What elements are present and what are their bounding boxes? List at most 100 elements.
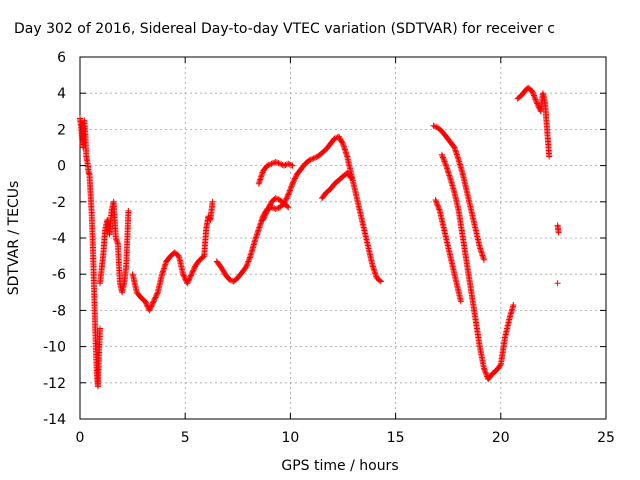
data-point	[281, 162, 288, 169]
data-point	[266, 202, 273, 209]
y-tick-labels: -14 -12 -10 -8 -6 -4 -2 0 2 4 6	[43, 50, 66, 428]
data-point	[431, 123, 438, 130]
data-point	[244, 261, 251, 268]
data-point	[264, 162, 271, 169]
data-point	[243, 262, 250, 269]
data-point	[436, 206, 443, 213]
data-point	[530, 91, 537, 98]
data-point	[262, 211, 269, 218]
data-point	[282, 196, 289, 203]
data-point	[185, 277, 192, 284]
data-point	[435, 203, 442, 210]
x-tick-label: 15	[387, 430, 405, 446]
data-point	[377, 278, 384, 285]
data-point	[289, 180, 296, 187]
data-point	[154, 290, 161, 297]
data-point	[289, 162, 296, 169]
data-point	[142, 298, 149, 305]
data-point	[442, 161, 449, 168]
data-point	[246, 254, 253, 261]
data-point	[125, 207, 132, 214]
x-tick-label: 0	[76, 430, 85, 446]
y-tick-label: 2	[57, 122, 66, 138]
data-point	[376, 277, 383, 284]
data-point	[285, 191, 292, 198]
data-point	[186, 275, 193, 282]
data-point	[555, 229, 562, 236]
data-point	[263, 209, 270, 216]
data-point	[283, 195, 290, 202]
data-point	[292, 174, 299, 181]
data-point	[272, 158, 279, 165]
data-point	[278, 161, 285, 168]
data-point	[272, 206, 279, 213]
data-point	[149, 300, 156, 307]
data-point	[439, 153, 446, 160]
data-point	[265, 161, 272, 168]
data-point	[265, 205, 272, 212]
data-point	[441, 158, 448, 165]
data-point	[142, 299, 149, 306]
data-point	[434, 201, 441, 208]
plot-frame	[79, 56, 607, 420]
data-point	[148, 302, 155, 309]
data-point	[190, 267, 197, 274]
data-point	[150, 298, 157, 305]
data-point	[268, 160, 275, 167]
data-point	[276, 160, 283, 167]
data-point	[554, 280, 561, 287]
data-point	[442, 159, 449, 166]
y-tick-label: -14	[43, 412, 66, 428]
x-tick-label: 5	[181, 430, 190, 446]
data-point	[532, 96, 539, 103]
data-point	[433, 199, 440, 206]
data-point	[243, 263, 250, 270]
data-point	[482, 368, 489, 375]
data-point	[284, 192, 291, 199]
data-point	[113, 237, 120, 244]
data-point	[439, 154, 446, 161]
data-point	[151, 295, 158, 302]
grid	[80, 57, 606, 419]
data-point	[291, 175, 298, 182]
data-point	[184, 278, 191, 285]
data-point	[430, 122, 437, 129]
data-point	[529, 88, 536, 95]
data-point	[546, 153, 553, 160]
data-point	[438, 151, 445, 158]
data-point	[483, 370, 490, 377]
data-point	[263, 210, 270, 217]
data-point	[348, 175, 355, 182]
data-point	[533, 99, 540, 106]
data-point	[290, 178, 297, 185]
data-point	[307, 156, 314, 163]
data-point	[274, 205, 281, 212]
x-tick-label: 20	[492, 430, 510, 446]
x-tick-labels: 0 5 10 15 20 25	[76, 430, 615, 446]
data-point	[480, 365, 487, 372]
data-point	[285, 190, 292, 197]
y-tick-label: -6	[52, 267, 66, 283]
data-point	[188, 271, 195, 278]
data-point	[246, 255, 253, 262]
y-tick-label: -4	[52, 231, 66, 247]
data-point	[187, 273, 194, 280]
data-point	[290, 179, 297, 186]
data-point	[146, 307, 153, 314]
data-point	[260, 216, 267, 223]
data-point	[482, 369, 489, 376]
y-tick-label: 6	[57, 50, 66, 66]
data-point	[186, 276, 193, 283]
data-point	[287, 184, 294, 191]
data-point	[148, 303, 155, 310]
data-point	[440, 155, 447, 162]
data-point	[189, 268, 196, 275]
data-point	[286, 187, 293, 194]
data-point	[311, 154, 318, 161]
data-point	[189, 269, 196, 276]
data-point	[272, 195, 279, 202]
data-point	[266, 203, 273, 210]
data-point	[284, 203, 291, 210]
data-point	[282, 161, 289, 168]
data-point	[529, 89, 536, 96]
